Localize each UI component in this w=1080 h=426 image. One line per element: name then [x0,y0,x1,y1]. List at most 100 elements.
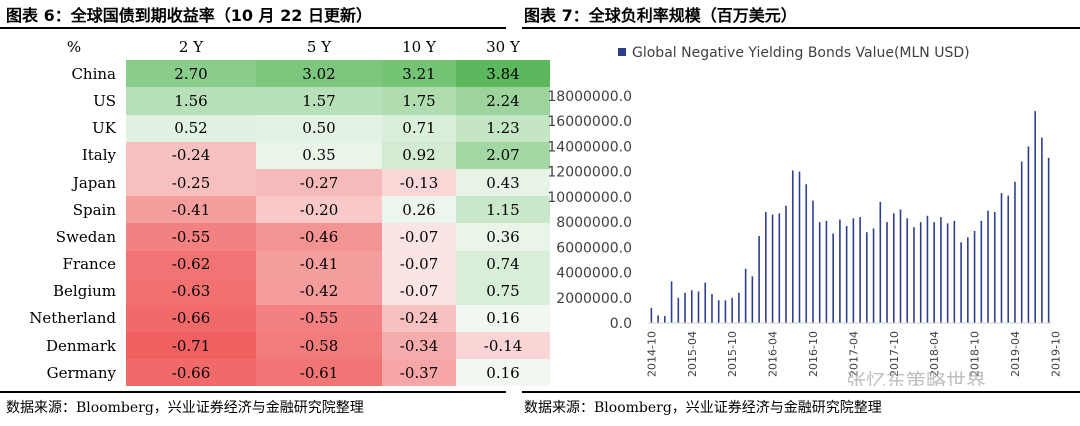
legend-label: Global Negative Yielding Bonds Value(MLN… [632,45,970,61]
yield-cell: 3.02 [256,60,382,88]
yield-cell: -0.34 [382,332,456,360]
yield-cell: -0.61 [256,359,382,387]
bar [906,218,909,323]
x-tick-label: 2017-04 [847,331,860,377]
bar [866,232,868,323]
yield-cell: 0.74 [456,250,550,278]
yield-cell: -0.41 [126,196,256,224]
yield-cell: -0.37 [382,359,456,387]
bar [1041,137,1043,323]
bar [1047,157,1050,323]
bar [1014,181,1016,323]
header-cell: % [66,37,82,56]
negative-yield-bar-chart: Global Negative Yielding Bonds Value(MLN… [547,45,1062,386]
table-row: Germany -0.66 -0.61 -0.37 0.16 [22,359,550,387]
left-source-note: 数据来源：Bloomberg，兴业证券经济与金融研究院整理 [6,400,364,416]
bar [933,222,935,323]
y-tick-label: 18000000.0 [547,89,632,105]
bar [765,212,767,323]
yield-cell: -0.66 [126,359,256,387]
y-tick-label: 8000000.0 [556,215,632,231]
yield-cell: 0.71 [382,114,456,142]
yield-cell: -0.42 [256,277,382,305]
bar [926,215,929,323]
bar [717,300,720,323]
yield-cell: -0.24 [382,304,456,333]
x-tick-label: 2019-10 [1049,331,1062,377]
bar [892,213,895,323]
yield-cell: -0.07 [382,250,456,278]
table-body: China 2.70 3.02 3.21 3.84 US 1.56 1.57 1.75 2.24 U… [22,60,550,387]
bar [993,212,996,323]
yield-cell: 0.36 [456,223,550,251]
bar [886,222,888,323]
y-tick-label: 14000000.0 [547,139,632,155]
x-tick-label: 2018-10 [969,331,982,377]
yield-cell: -0.58 [256,332,382,360]
table-row: Belgium -0.63 -0.42 -0.07 0.75 [22,277,550,305]
x-tick-label: 2016-04 [767,331,780,377]
yield-cell: 1.56 [126,87,256,115]
bar [785,205,787,323]
yield-cell: -0.24 [126,141,256,169]
yield-cell: -0.55 [256,304,382,333]
bar [751,276,754,323]
country-label: Japan [72,173,116,192]
yield-cell: -0.55 [126,223,256,251]
bar [1027,146,1030,323]
bar [677,297,680,323]
y-tick-label: 6000000.0 [556,240,632,256]
yield-cell: 2.24 [456,87,550,115]
bar [1020,161,1023,323]
bar [744,268,747,323]
yield-cell: 2.07 [456,141,550,169]
table-row: US 1.56 1.57 1.75 2.24 [22,87,550,115]
bar [953,220,956,323]
header-cell: 10 Y [402,37,436,56]
header-cell: 30 Y [486,37,520,56]
bar [684,292,686,323]
bar [967,237,969,323]
bar [845,225,848,323]
y-tick-label: 10000000.0 [547,190,632,206]
bar [805,184,808,323]
yield-cell: -0.07 [382,277,456,305]
bar [818,222,821,323]
yield-cell: 0.52 [126,114,256,142]
table-row: UK 0.52 0.50 0.71 1.23 [22,114,550,142]
yield-cell: -0.62 [126,250,256,278]
x-tick-label: 2016-10 [807,331,820,377]
bar [724,300,727,323]
bar [791,170,794,323]
country-label: Germany [46,363,116,382]
bar [913,227,915,323]
bar [919,222,922,323]
y-axis: 0.0 2000000.0 4000000.0 6000000.0 8000000.0 1… [547,89,632,332]
x-tick-label: 2017-10 [888,331,901,377]
yield-cell: -0.13 [382,168,456,197]
bar [960,242,962,323]
bar [987,210,989,323]
bar [852,218,855,323]
bar [812,200,814,323]
x-tick-label: 2014-10 [645,331,658,377]
bar [859,217,861,323]
bar [771,214,774,323]
yield-heatmap-table: % 2 Y 5 Y 10 Y 30 Y China 2.70 3.02 3.21 3.8… [22,33,550,387]
bar [697,291,700,323]
country-label: Spain [72,200,116,219]
country-label: Italy [81,146,116,165]
bar [758,235,760,323]
table-row: Swedan -0.55 -0.46 -0.07 0.36 [22,223,550,251]
bar [704,282,707,323]
table-row: China 2.70 3.02 3.21 3.84 [22,60,550,88]
yield-cell: 0.35 [256,141,382,169]
table-header-row: % 2 Y 5 Y 10 Y 30 Y [22,33,550,60]
table-row: Italy -0.24 0.35 0.92 2.07 [22,141,550,169]
bar [879,201,882,323]
yield-cell: 0.16 [456,304,550,333]
y-tick-label: 16000000.0 [547,114,632,130]
bar [670,281,673,323]
bar [973,230,976,323]
table-row: France -0.62 -0.41 -0.07 0.74 [22,250,550,278]
